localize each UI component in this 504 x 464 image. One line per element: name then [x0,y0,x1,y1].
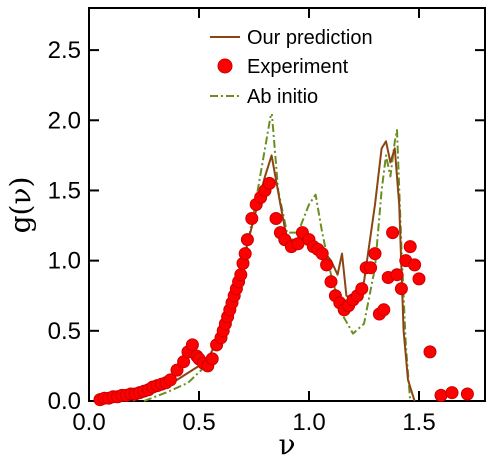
experiment-point [185,338,199,352]
legend-label-experiment: Experiment [247,56,349,78]
x-axis-label: ν [278,428,295,461]
legend-box [204,20,391,114]
experiment-point [423,345,437,359]
experiment-point [368,247,382,261]
experiment-point [269,212,283,225]
legend-swatch-experiment [217,58,233,74]
experiment-point [460,387,474,401]
y-axis-label: g(ν) [4,177,37,234]
y-tick-label: 1.0 [48,248,81,275]
y-tick-label: 0.0 [48,388,81,415]
experiment-point [355,282,369,296]
experiment-point [262,176,276,190]
experiment-point [163,373,177,387]
plot-frame [88,7,486,402]
experiment-point [240,233,254,247]
y-tick-label: 2.5 [48,37,81,64]
experiment-point [390,268,404,282]
experiment-point [412,272,426,286]
y-tick-label: 1.5 [48,177,81,204]
experiment-point [234,268,248,282]
experiment-point [377,303,391,317]
x-tick-label: 0.5 [182,409,215,436]
legend-label-prediction: Our prediction [247,27,373,49]
experiment-point [408,258,422,272]
experiment-point [245,212,259,225]
experiment-point [434,388,448,402]
x-tick-label: 0.0 [72,409,105,436]
experiment-point [320,258,334,272]
experiment-point [386,226,400,240]
series-layer [93,109,474,407]
experiment-point [324,275,338,289]
experiment-point [445,386,459,400]
x-tick-label: 1.0 [292,409,325,436]
experiment-point [205,352,219,366]
y-tick-label: 2.0 [48,107,81,134]
experiment-point [364,261,378,275]
axis-ticks: 0.0 0.5 1.0 1.5 0.0 0.5 1.0 1.5 2.0 2.5 [48,8,485,436]
experiment-point [291,237,305,251]
experiment-point [315,247,329,261]
x-tick-label: 1.5 [402,409,435,436]
experiment-point [403,240,417,254]
experiment-point [394,282,408,296]
experiment-point [238,247,252,261]
legend-label-abinitio: Ab initio [247,86,318,108]
legend: Our prediction Experiment Ab initio [204,20,391,114]
y-tick-label: 0.5 [48,318,81,345]
